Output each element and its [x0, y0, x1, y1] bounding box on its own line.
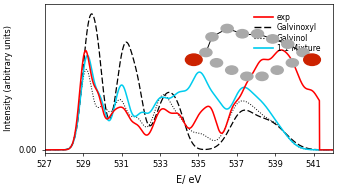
Circle shape — [221, 24, 233, 33]
Circle shape — [236, 30, 248, 38]
1:1 Mixture — [294, 144, 298, 146]
Galvinol — [325, 149, 329, 151]
1:1 Mixture — [85, 54, 89, 57]
1:1 Mixture — [75, 120, 80, 122]
Galvinol — [331, 149, 335, 151]
Line: Galvinoxyl: Galvinoxyl — [45, 14, 333, 150]
exp — [325, 149, 329, 151]
Circle shape — [206, 33, 218, 41]
Circle shape — [210, 59, 223, 67]
Circle shape — [256, 72, 268, 81]
exp — [153, 119, 157, 121]
1:1 Mixture — [43, 149, 47, 151]
Circle shape — [267, 35, 279, 43]
Circle shape — [226, 66, 238, 74]
Circle shape — [286, 59, 298, 67]
Galvinoxyl — [75, 121, 80, 123]
Galvinol — [84, 68, 88, 70]
Galvinol — [43, 149, 47, 151]
exp — [43, 149, 47, 151]
exp — [331, 149, 335, 151]
Galvinoxyl — [166, 91, 170, 94]
Circle shape — [241, 72, 253, 81]
Galvinoxyl — [294, 142, 298, 144]
Galvinol — [294, 144, 298, 147]
Galvinol — [93, 102, 97, 104]
1:1 Mixture — [93, 82, 97, 85]
Circle shape — [271, 66, 283, 74]
Galvinol — [166, 97, 170, 99]
1:1 Mixture — [325, 149, 329, 151]
Galvinoxyl — [153, 116, 157, 119]
Galvinoxyl — [331, 149, 335, 151]
exp — [279, 49, 283, 51]
exp — [166, 110, 170, 112]
Line: 1:1 Mixture: 1:1 Mixture — [45, 56, 333, 150]
X-axis label: E/ eV: E/ eV — [176, 175, 201, 185]
Galvinoxyl — [93, 20, 97, 22]
Circle shape — [200, 48, 212, 57]
Circle shape — [297, 48, 309, 57]
Galvinoxyl — [90, 13, 94, 15]
Legend: exp, Galvinoxyl, Galvinol, 1:1 Mixture: exp, Galvinoxyl, Galvinol, 1:1 Mixture — [251, 9, 323, 56]
Circle shape — [282, 40, 294, 48]
1:1 Mixture — [166, 97, 170, 99]
1:1 Mixture — [331, 149, 335, 151]
Circle shape — [306, 56, 318, 64]
Galvinol — [75, 118, 80, 120]
Circle shape — [185, 54, 202, 65]
Line: exp: exp — [45, 50, 333, 150]
Galvinoxyl — [325, 149, 329, 151]
exp — [75, 112, 80, 115]
Galvinol — [153, 108, 157, 111]
1:1 Mixture — [153, 103, 157, 105]
exp — [93, 85, 97, 88]
Line: Galvinol: Galvinol — [45, 69, 333, 150]
Y-axis label: Intensity (arbitrary units): Intensity (arbitrary units) — [4, 25, 13, 131]
Galvinoxyl — [43, 149, 47, 151]
Circle shape — [304, 54, 320, 65]
exp — [294, 69, 298, 71]
Circle shape — [251, 30, 264, 38]
